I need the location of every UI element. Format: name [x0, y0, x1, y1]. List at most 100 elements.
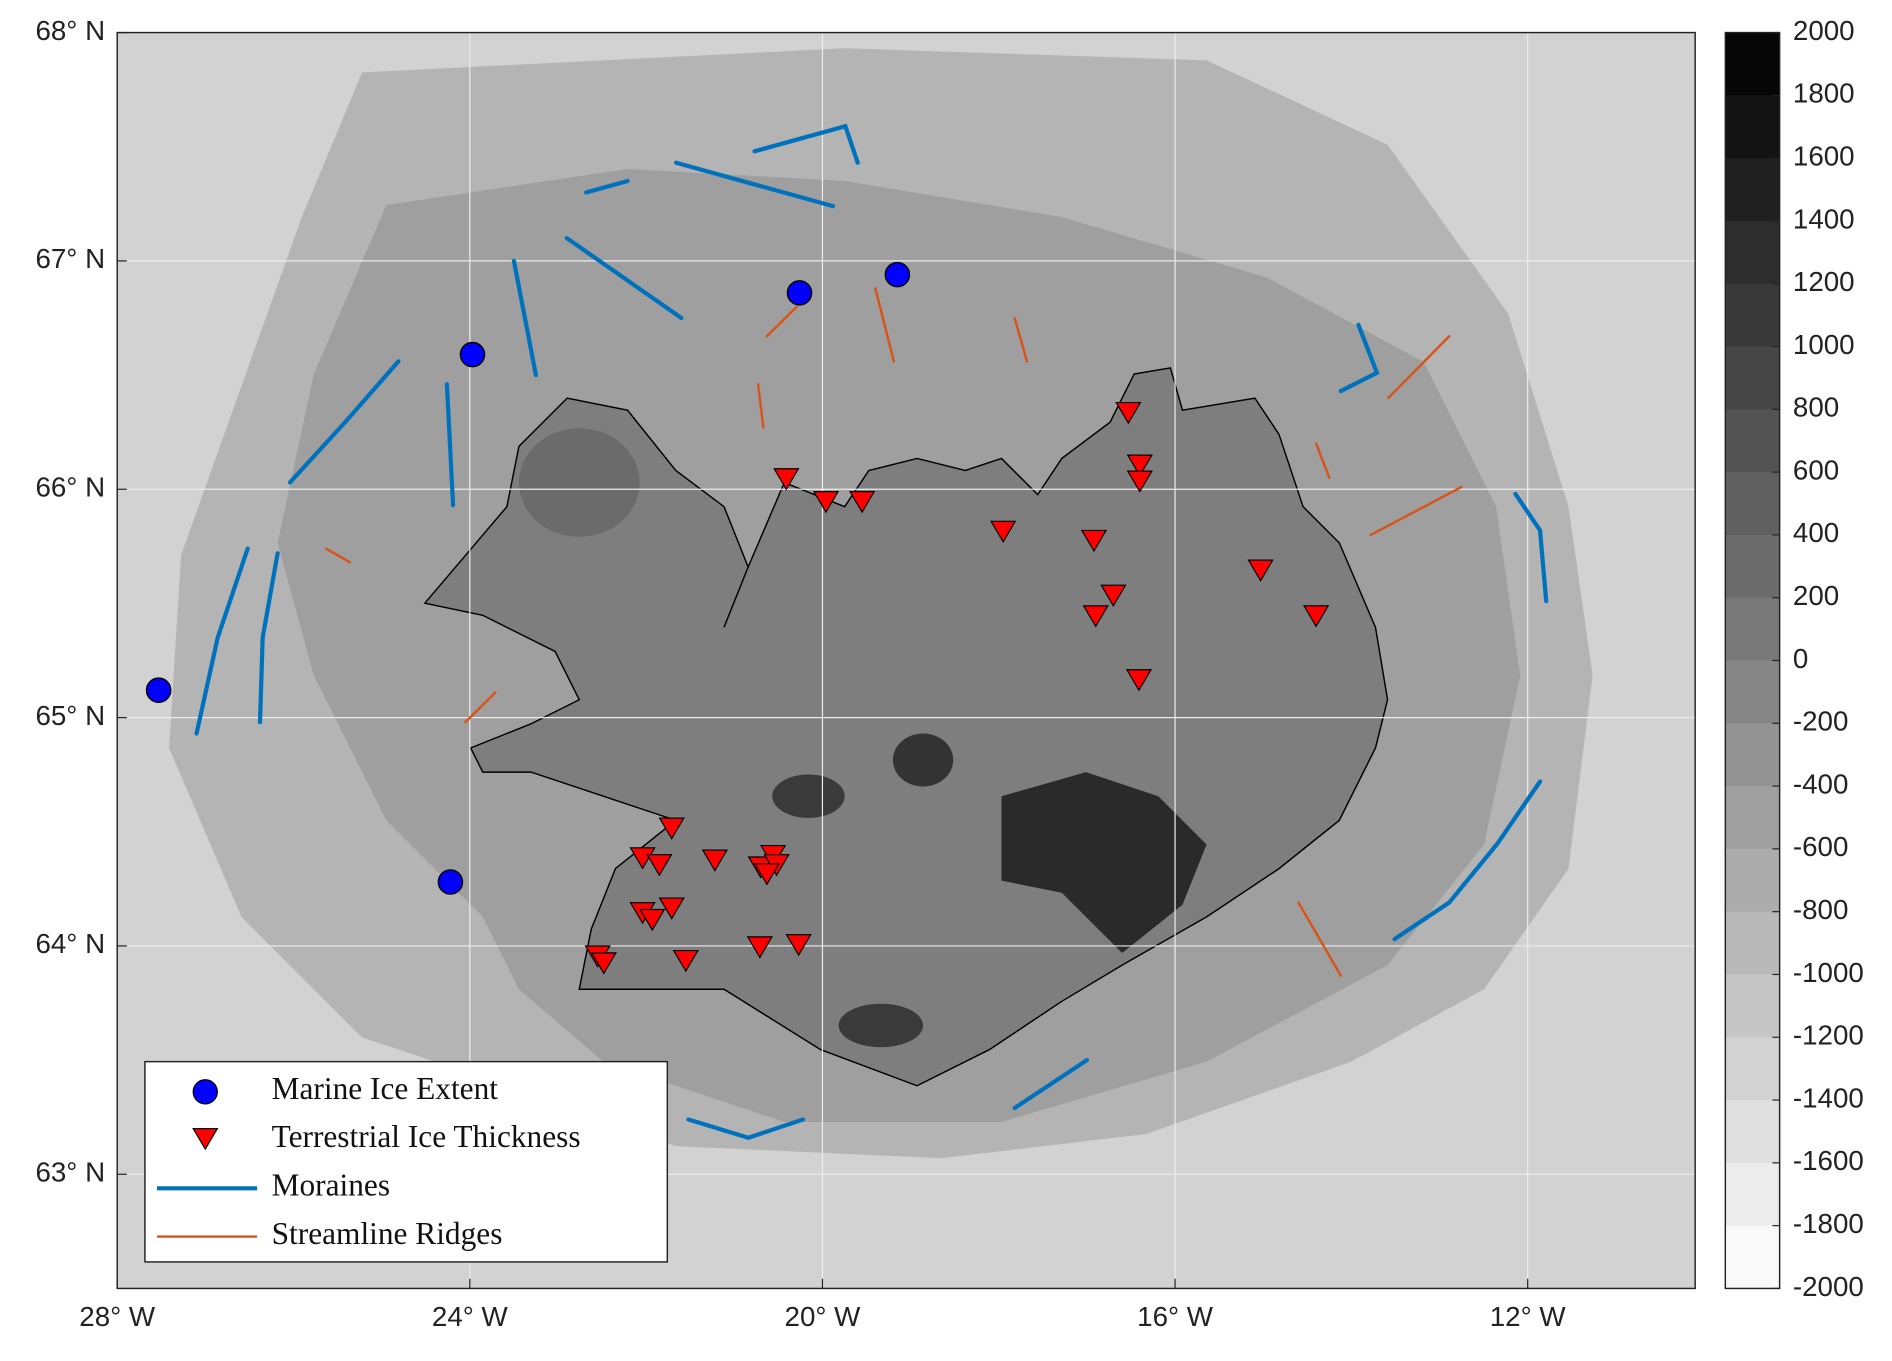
moraine	[511, 258, 539, 378]
moraine	[686, 1117, 806, 1140]
colorbar-tick-label: -1800	[1793, 1208, 1864, 1239]
ice-thickness-point	[701, 849, 729, 872]
basemap	[117, 32, 1696, 1289]
colorbar-band	[1725, 597, 1780, 662]
glacier	[892, 733, 954, 787]
ice-thickness-point	[753, 863, 781, 886]
colorbar-band	[1725, 534, 1780, 599]
colorbar-tick-label: 600	[1793, 454, 1839, 485]
glacier	[772, 774, 845, 818]
colorbar-tick-label: 1600	[1793, 140, 1855, 171]
moraine	[673, 160, 836, 209]
ice-thickness-point	[1080, 529, 1108, 553]
ice-thickness-point	[1100, 584, 1127, 607]
colorbar-band	[1725, 409, 1780, 473]
colorbar-tick-label: 0	[1793, 643, 1808, 674]
ice-thickness-point	[1115, 401, 1142, 425]
colorbar-band	[1725, 283, 1780, 348]
legend-label: Terrestrial Ice Thickness	[272, 1119, 581, 1154]
streamline-ridge	[464, 691, 497, 724]
colorbar-tick-label: -1600	[1793, 1145, 1864, 1176]
ice-thickness-point	[746, 936, 773, 959]
legend-label: Moraines	[272, 1168, 390, 1203]
colorbar-band	[1725, 472, 1780, 536]
moraine	[287, 359, 401, 485]
colorbar-tick-label: 200	[1793, 580, 1839, 611]
moraine	[1338, 322, 1380, 394]
colorbar-tick-label: 2000	[1793, 15, 1855, 46]
y-tick-label: 64° N	[35, 928, 105, 959]
line-layer	[194, 123, 1549, 1140]
glacier	[838, 1003, 924, 1048]
colorbar-tick-label: -200	[1793, 706, 1849, 737]
streamline-ridge	[1013, 316, 1029, 363]
ice-thickness-point	[658, 897, 685, 920]
x-tick-label: 16° W	[1137, 1301, 1214, 1332]
colorbar-band	[1725, 723, 1780, 787]
ice-thickness-point	[1302, 605, 1330, 628]
marker-layer	[145, 261, 1330, 975]
streamline-ridge	[1297, 901, 1343, 977]
marine-ice-point	[437, 869, 464, 895]
legend: Marine Ice Extent Terrestrial Ice Thickne…	[144, 1060, 669, 1263]
moraine	[444, 382, 456, 508]
colorbar-band	[1725, 786, 1780, 850]
moraine	[1513, 491, 1549, 604]
colorbar-band	[1725, 1225, 1780, 1290]
colorbar-band	[1725, 911, 1780, 976]
moraine	[257, 551, 280, 725]
streamline-ridge	[874, 287, 896, 363]
colorbar-band	[1725, 974, 1780, 1038]
colorbar-tick-label: -1000	[1793, 957, 1864, 988]
legend-box	[144, 1060, 669, 1263]
colorbar-band	[1725, 660, 1780, 724]
colorbar-tick-label: 1800	[1793, 78, 1855, 109]
marine-ice-point	[786, 280, 813, 306]
ice-thickness-point	[990, 520, 1017, 544]
x-tick-label: 20° W	[785, 1301, 862, 1332]
ice-thickness-point	[658, 817, 685, 840]
y-tick-label: 63° N	[35, 1157, 105, 1188]
colorbar-band	[1725, 95, 1780, 159]
colorbar-band	[1725, 32, 1780, 96]
ice-thickness-point	[1126, 470, 1153, 493]
legend-label: Marine Ice Extent	[272, 1071, 499, 1106]
streamline-ridge	[1369, 485, 1463, 537]
ice-thickness-point	[1247, 559, 1274, 582]
streamline-ridge	[1387, 335, 1451, 400]
colorbar-tick-label: 1000	[1793, 329, 1855, 360]
ice-thickness-point	[1082, 605, 1109, 628]
moraine	[194, 546, 250, 736]
legend-label: Streamline Ridges	[272, 1216, 503, 1251]
streamline-ridge	[324, 547, 352, 564]
moraine	[584, 178, 630, 195]
colorbar-tick-label: -1200	[1793, 1020, 1864, 1051]
colorbar-tick-label: -1400	[1793, 1082, 1864, 1113]
colorbar-band	[1725, 346, 1780, 410]
marine-ice-point	[459, 341, 486, 368]
x-tick-label: 24° W	[432, 1301, 509, 1332]
ice-thickness-point	[1125, 669, 1153, 692]
colorbar-tick-label: 1400	[1793, 203, 1855, 234]
ice-thickness-point	[646, 854, 673, 877]
legend-swatch	[192, 1127, 219, 1151]
moraine	[1392, 779, 1543, 942]
highland	[518, 428, 640, 537]
moraine	[564, 235, 684, 321]
streamline-ridge	[765, 305, 799, 338]
ice-thickness-point	[590, 952, 617, 975]
colorbar-band	[1725, 158, 1780, 222]
colorbar-tick-label: -600	[1793, 831, 1849, 862]
x-tick-label: 28° W	[79, 1301, 156, 1332]
colorbar-band	[1725, 1100, 1780, 1164]
y-tick-label: 67° N	[35, 243, 105, 274]
marine-ice-point	[884, 261, 911, 288]
colorbar-tick-label: 1200	[1793, 266, 1855, 297]
y-tick-label: 66° N	[35, 472, 105, 503]
colorbar-band	[1725, 848, 1780, 913]
colorbar-tick-label: 800	[1793, 392, 1839, 423]
ice-thickness-point	[773, 468, 800, 491]
colorbar-tick-label: -2000	[1793, 1271, 1864, 1302]
